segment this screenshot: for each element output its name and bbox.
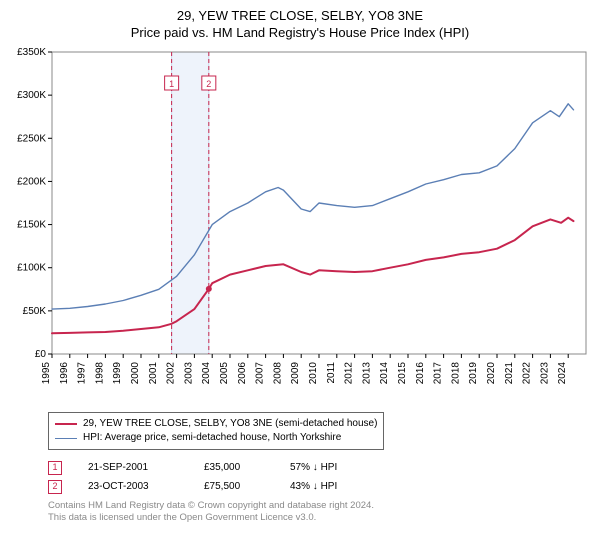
chart-title-sub: Price paid vs. HM Land Registry's House … [10, 25, 590, 40]
svg-text:2001: 2001 [148, 362, 159, 385]
svg-text:2022: 2022 [522, 362, 533, 385]
svg-text:2021: 2021 [504, 362, 515, 385]
svg-text:1996: 1996 [59, 362, 70, 385]
svg-text:2009: 2009 [290, 362, 301, 385]
svg-text:£200K: £200K [17, 176, 46, 187]
svg-text:2012: 2012 [344, 362, 355, 385]
sale-marker-box: 1 [48, 461, 62, 475]
svg-text:£100K: £100K [17, 263, 46, 274]
svg-text:2003: 2003 [183, 362, 194, 385]
sales-row: 2 23-OCT-2003 £75,500 43% ↓ HPI [48, 477, 590, 496]
svg-text:2020: 2020 [486, 362, 497, 385]
svg-text:£350K: £350K [17, 47, 46, 58]
attribution-line2: This data is licensed under the Open Gov… [48, 512, 590, 524]
legend-swatch [55, 423, 77, 425]
svg-text:2014: 2014 [379, 362, 390, 385]
svg-text:1: 1 [169, 79, 174, 89]
svg-text:2000: 2000 [130, 362, 141, 385]
attribution-line1: Contains HM Land Registry data © Crown c… [48, 500, 590, 512]
svg-text:2011: 2011 [326, 362, 337, 384]
chart-title-main: 29, YEW TREE CLOSE, SELBY, YO8 3NE [10, 8, 590, 23]
svg-text:2: 2 [206, 79, 211, 89]
svg-text:2015: 2015 [397, 362, 408, 385]
svg-text:2006: 2006 [237, 362, 248, 385]
sale-price: £75,500 [204, 477, 264, 496]
sales-row: 1 21-SEP-2001 £35,000 57% ↓ HPI [48, 458, 590, 477]
svg-text:1995: 1995 [41, 362, 52, 385]
sales-table: 1 21-SEP-2001 £35,000 57% ↓ HPI 2 23-OCT-2003… [48, 458, 590, 496]
sale-delta: 57% ↓ HPI [290, 458, 360, 477]
svg-text:2016: 2016 [415, 362, 426, 385]
svg-text:£250K: £250K [17, 133, 46, 144]
sale-delta: 43% ↓ HPI [290, 477, 360, 496]
attribution-block: Contains HM Land Registry data © Crown c… [48, 500, 590, 525]
legend-row: HPI: Average price, semi-detached house,… [55, 431, 377, 445]
legend-label: 29, YEW TREE CLOSE, SELBY, YO8 3NE (semi… [83, 417, 377, 431]
svg-text:£0: £0 [35, 349, 47, 360]
legend-row: 29, YEW TREE CLOSE, SELBY, YO8 3NE (semi… [55, 417, 377, 431]
legend-box: 29, YEW TREE CLOSE, SELBY, YO8 3NE (semi… [48, 412, 384, 450]
svg-text:2019: 2019 [468, 362, 479, 385]
sale-date: 21-SEP-2001 [88, 458, 178, 477]
sale-price: £35,000 [204, 458, 264, 477]
svg-text:2018: 2018 [450, 362, 461, 385]
legend-swatch [55, 438, 77, 439]
svg-text:2023: 2023 [539, 362, 550, 385]
svg-text:2013: 2013 [361, 362, 372, 385]
legend-label: HPI: Average price, semi-detached house,… [83, 431, 341, 445]
sale-date: 23-OCT-2003 [88, 477, 178, 496]
svg-text:1999: 1999 [112, 362, 123, 385]
svg-text:£50K: £50K [23, 306, 47, 317]
svg-text:1997: 1997 [77, 362, 88, 385]
sale-marker-box: 2 [48, 480, 62, 494]
svg-text:2010: 2010 [308, 362, 319, 385]
svg-text:2017: 2017 [433, 362, 444, 385]
svg-text:1998: 1998 [94, 362, 105, 385]
svg-text:2002: 2002 [166, 362, 177, 385]
svg-text:2008: 2008 [272, 362, 283, 385]
svg-text:2024: 2024 [557, 362, 568, 385]
svg-text:£300K: £300K [17, 90, 46, 101]
chart-svg: £0 £50K £100K £150K £200K £250K £300K £350K 1995… [10, 46, 590, 406]
svg-text:2007: 2007 [255, 362, 266, 385]
svg-text:£150K: £150K [17, 220, 46, 231]
svg-text:2005: 2005 [219, 362, 230, 385]
svg-text:2004: 2004 [201, 362, 212, 385]
chart-title-block: 29, YEW TREE CLOSE, SELBY, YO8 3NE Price… [10, 8, 590, 40]
chart-area: £0 £50K £100K £150K £200K £250K £300K £350K 1995… [10, 46, 590, 406]
